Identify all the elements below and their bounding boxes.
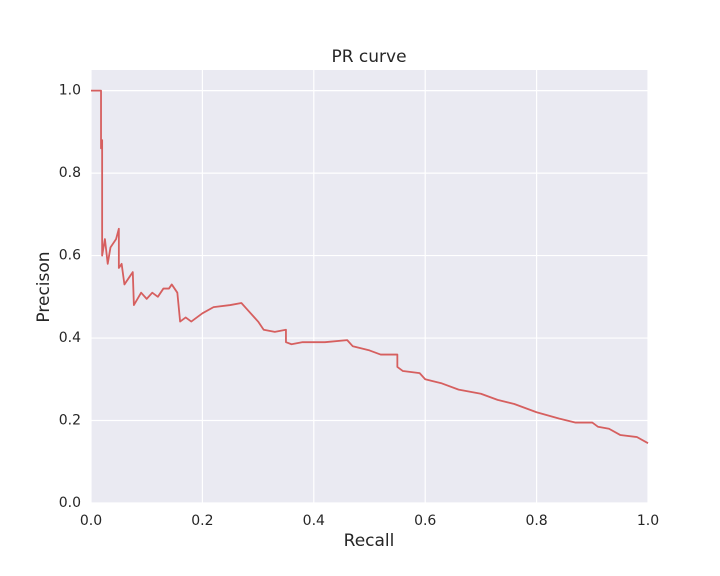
y-tick-label: 0.8 [59, 165, 81, 181]
x-tick-label: 0.8 [525, 513, 547, 529]
x-tick-label: 0.4 [303, 513, 325, 529]
x-tick-label: 0.6 [414, 513, 436, 529]
y-tick-label: 0.2 [59, 413, 81, 429]
x-axis-label: Recall [344, 531, 395, 551]
plot-area [91, 70, 648, 503]
pr-line [91, 89, 649, 444]
y-axis-label: Precison [34, 251, 54, 322]
y-tick-label: 0.6 [59, 248, 81, 264]
y-tick-label: 1.0 [59, 83, 81, 99]
chart-title: PR curve [331, 47, 406, 67]
x-tick-label: 1.0 [637, 513, 659, 529]
y-tick-label: 0.4 [59, 330, 81, 346]
x-tick-label: 0.0 [80, 513, 102, 529]
x-tick-label: 0.2 [191, 513, 213, 529]
y-tick-label: 0.0 [59, 495, 81, 511]
